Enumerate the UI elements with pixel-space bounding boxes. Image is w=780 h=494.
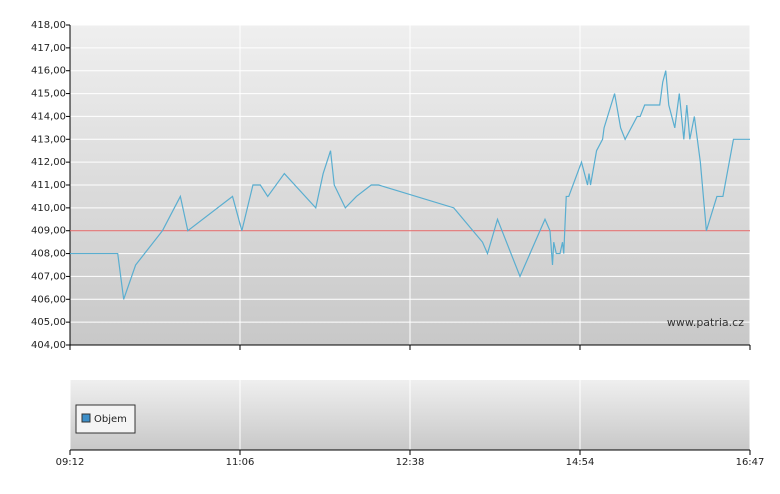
y-tick-label: 404,00 <box>31 340 66 351</box>
x-tick-label: 09:12 <box>56 457 85 468</box>
legend-swatch <box>81 413 91 423</box>
y-tick-label: 418,00 <box>31 20 66 31</box>
y-tick-label: 415,00 <box>31 89 66 100</box>
x-tick-label: 14:54 <box>566 457 595 468</box>
x-tick-label: 12:38 <box>396 457 425 468</box>
watermark: www.patria.cz <box>667 316 744 329</box>
y-tick-label: 416,00 <box>31 66 66 77</box>
y-tick-label: 407,00 <box>31 271 66 282</box>
y-tick-label: 406,00 <box>31 294 66 305</box>
legend-label: Objem <box>94 414 127 425</box>
y-tick-label: 408,00 <box>31 249 66 260</box>
x-tick-label: 11:06 <box>226 457 255 468</box>
y-tick-label: 412,00 <box>31 157 66 168</box>
y-tick-label: 417,00 <box>31 43 66 54</box>
y-tick-label: 411,00 <box>31 180 66 191</box>
y-tick-label: 413,00 <box>31 134 66 145</box>
y-tick-label: 410,00 <box>31 203 66 214</box>
price-line <box>70 70 750 300</box>
x-tick-label: 16:47 <box>736 457 765 468</box>
y-tick-label: 409,00 <box>31 226 66 237</box>
y-tick-label: 414,00 <box>31 111 66 122</box>
y-tick-label: 405,00 <box>31 317 66 328</box>
